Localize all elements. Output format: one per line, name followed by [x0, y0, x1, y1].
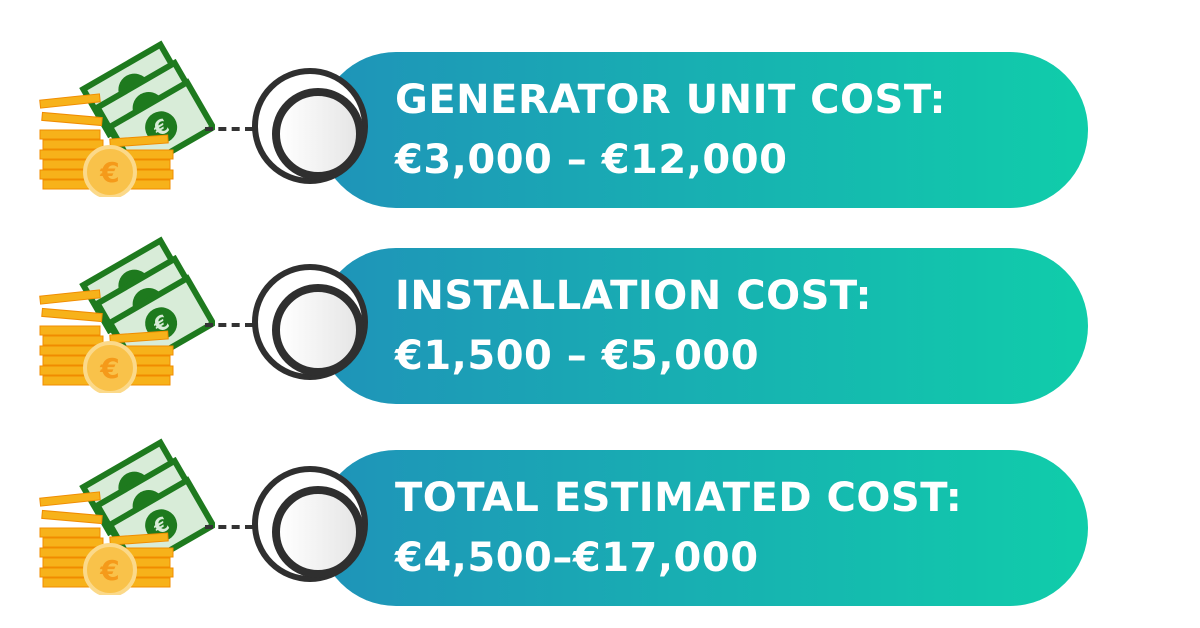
cost-value: €4,500–€17,000 — [395, 535, 759, 581]
euro-money-stack-icon: € € — [35, 208, 218, 395]
cost-item: € € INSTALLATION COST: €1,500 – €5,000 — [0, 236, 1200, 408]
ring-marker-icon — [252, 264, 368, 380]
cost-item: € € TOTAL ESTIMATED COST: €4,500–€17,000 — [0, 438, 1200, 610]
cost-title: TOTAL ESTIMATED COST: — [395, 475, 963, 521]
euro-money-stack-icon: € € — [35, 12, 218, 199]
cost-text: INSTALLATION COST: €1,500 – €5,000 — [395, 266, 872, 386]
ring-inner — [272, 284, 364, 376]
cost-pill — [318, 248, 1088, 404]
cost-title: INSTALLATION COST: — [395, 273, 872, 319]
euro-money-stack-icon: € € — [35, 410, 218, 597]
cost-pill — [318, 52, 1088, 208]
cost-item: € € GENERATOR UNIT COST: €3,000 – €12,00… — [0, 40, 1200, 212]
ring-marker-icon — [252, 68, 368, 184]
svg-text:€: € — [99, 352, 119, 385]
svg-text:€: € — [99, 554, 119, 587]
svg-text:€: € — [99, 156, 119, 189]
cost-text: GENERATOR UNIT COST: €3,000 – €12,000 — [395, 70, 946, 190]
cost-value: €3,000 – €12,000 — [395, 137, 788, 183]
dashed-connector — [205, 323, 253, 327]
ring-inner — [272, 486, 364, 578]
ring-marker-icon — [252, 466, 368, 582]
dashed-connector — [205, 127, 253, 131]
cost-text: TOTAL ESTIMATED COST: €4,500–€17,000 — [395, 468, 962, 588]
cost-pill — [318, 450, 1088, 606]
cost-title: GENERATOR UNIT COST: — [395, 77, 946, 123]
ring-inner — [272, 88, 364, 180]
cost-value: €1,500 – €5,000 — [395, 333, 760, 379]
dashed-connector — [205, 525, 253, 529]
